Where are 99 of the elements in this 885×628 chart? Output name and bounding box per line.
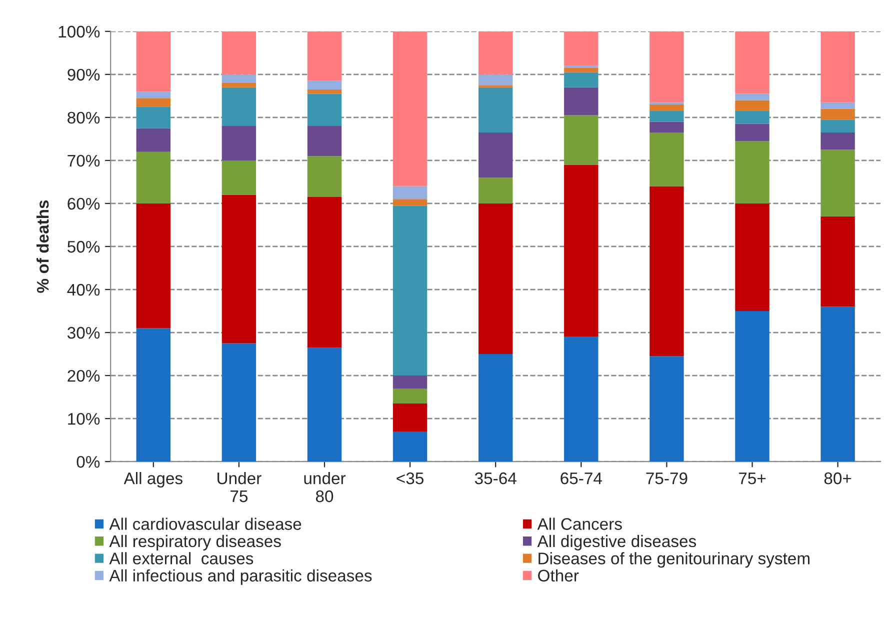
x-tick-label: All ages [124, 472, 182, 488]
bar [222, 83, 256, 88]
bar [392, 376, 428, 388]
bar [564, 31, 598, 66]
bar [820, 216, 855, 307]
bar [478, 354, 513, 462]
bar [307, 94, 342, 126]
bar [735, 94, 770, 100]
y-axis-title: % of deaths [36, 200, 49, 293]
bar [307, 80, 342, 90]
x-tick-label: Under 75 [218, 472, 262, 502]
legend-label: All cardiovascular disease [109, 518, 302, 530]
bar [820, 108, 855, 120]
bar [307, 197, 342, 348]
bar [735, 31, 770, 94]
bar [478, 87, 513, 132]
bar [478, 178, 513, 204]
y-tick-label: 10% [68, 412, 100, 425]
bar [307, 89, 342, 94]
bar [392, 31, 428, 186]
bar [136, 203, 171, 328]
x-tick-label: 35-64 [474, 472, 516, 484]
x-tick-label: 75-79 [646, 472, 688, 484]
x-tick-label: under 80 [304, 472, 346, 502]
y-tick-label: 60% [68, 198, 100, 210]
bar [222, 160, 256, 195]
bar [392, 206, 428, 376]
bar [136, 328, 171, 462]
y-tick-label: 80% [68, 112, 100, 124]
bar [136, 31, 171, 92]
bar [735, 203, 770, 312]
x-tick-label: 75+ [738, 472, 766, 484]
bar [650, 132, 684, 186]
bar [564, 72, 598, 88]
y-tick-label: 70% [68, 154, 100, 167]
bar [392, 186, 428, 200]
bar [650, 356, 684, 462]
bar [136, 152, 171, 204]
bar [820, 120, 855, 132]
legend-label: Other [538, 569, 579, 582]
legend-label: All Cancers [537, 518, 622, 530]
bar [820, 306, 855, 462]
bar [650, 102, 684, 105]
bar [650, 110, 684, 122]
bar [735, 110, 770, 124]
y-tick-label: 40% [67, 284, 100, 296]
bar [735, 311, 770, 462]
bar [392, 431, 428, 462]
bar [222, 194, 256, 344]
bar [650, 104, 684, 111]
bar [136, 98, 171, 107]
bar [222, 74, 256, 84]
bar [307, 31, 342, 81]
bar [564, 336, 598, 462]
y-tick-label: 100% [58, 26, 100, 38]
bar [478, 132, 513, 178]
bar [564, 115, 598, 165]
bar [735, 100, 770, 111]
bar [222, 126, 256, 160]
bar [478, 74, 513, 86]
bar [478, 203, 513, 354]
bar [650, 122, 684, 132]
legend-label: All digestive diseases [537, 534, 696, 550]
bar [564, 87, 598, 116]
bar [392, 404, 428, 432]
y-tick-label: 0% [76, 456, 100, 468]
bar [820, 132, 855, 150]
bar [392, 199, 428, 206]
x-tick-label: 65-74 [560, 472, 602, 484]
y-tick-label: 50% [68, 240, 100, 253]
bar [136, 92, 171, 98]
bar [650, 186, 684, 356]
bar [735, 124, 770, 142]
bar [820, 150, 855, 216]
bar [564, 68, 598, 72]
bar [820, 102, 855, 109]
bar [307, 348, 342, 462]
bar [478, 31, 513, 74]
legend-label: All external causes [109, 552, 254, 564]
bar [392, 388, 428, 404]
bar [222, 343, 256, 462]
bar [735, 141, 770, 204]
bar [650, 31, 684, 102]
bar [222, 31, 256, 74]
y-tick-label: 90% [68, 68, 100, 81]
y-tick-label: 20% [68, 370, 100, 382]
legend-label: All infectious and parasitic diseases [109, 569, 372, 585]
bar [307, 156, 342, 198]
bar [564, 164, 598, 337]
x-tick-label: <35 [396, 472, 424, 484]
bar [820, 31, 855, 102]
bar [222, 87, 256, 126]
bar [136, 106, 171, 128]
bar [307, 126, 342, 156]
bar [136, 128, 171, 152]
x-tick-label: 80+ [824, 472, 852, 484]
y-tick-label: 30% [67, 326, 100, 339]
legend-label: Diseases of the genitourinary system [538, 552, 810, 568]
legend-label: All respiratory diseases [109, 534, 281, 550]
